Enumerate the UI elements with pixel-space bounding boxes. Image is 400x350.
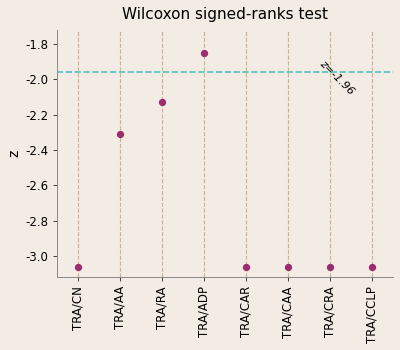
Point (285, 264, 291, 270)
Point (159, 100, 165, 105)
Point (117, 131, 124, 137)
Title: Wilcoxon signed-ranks test: Wilcoxon signed-ranks test (122, 7, 328, 22)
Point (201, 50, 207, 56)
Point (243, 264, 249, 270)
Point (75, 264, 82, 270)
Y-axis label: z: z (7, 150, 21, 157)
Text: z=-1.96: z=-1.96 (318, 58, 356, 97)
Point (327, 264, 333, 270)
Point (369, 264, 375, 270)
